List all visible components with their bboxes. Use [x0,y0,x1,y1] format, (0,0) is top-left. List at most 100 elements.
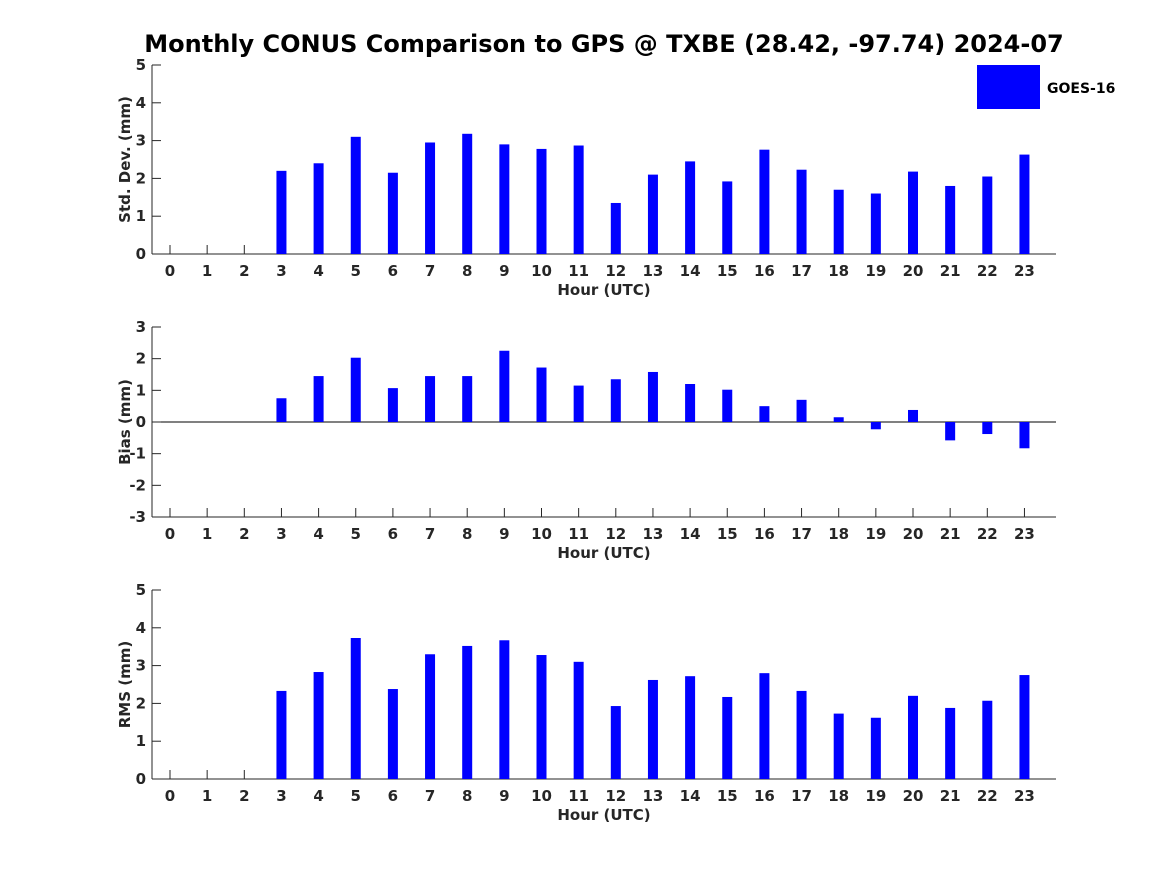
bar-rms-mm-hour-10 [536,655,547,779]
bar-rms-mm-hour-6 [387,689,398,779]
bar-rms-mm-hour-17 [796,690,807,779]
bar-rms-mm-hour-18 [833,713,844,779]
x-tick-label: 12 [605,262,626,280]
x-tick-label: 1 [202,525,212,543]
x-tick-label: 22 [977,787,998,805]
y-tick-label: 5 [136,56,146,74]
bar-bias-mm-hour-14 [685,384,696,422]
bar-bias-mm-hour-19 [870,422,881,430]
bar-bias-mm-hour-21 [945,422,956,441]
bar-bias-mm-hour-17 [796,399,807,422]
x-tick-label: 9 [499,262,509,280]
x-tick-label: 13 [643,525,664,543]
bar-rms-mm-hour-9 [499,640,510,779]
x-tick-label: 7 [425,787,435,805]
y-tick-label: 2 [136,694,146,712]
x-tick-label: 20 [903,525,924,543]
bar-bias-mm-hour-5 [350,357,361,422]
bar-rms-mm-hour-4 [313,672,324,779]
bar-bias-mm-hour-23 [1019,422,1030,449]
x-tick-label: 17 [791,262,812,280]
x-tick-label: 18 [828,262,849,280]
x-tick-label: 14 [680,525,701,543]
bar-std-dev-mm-hour-23 [1019,154,1030,254]
bar-rms-mm-hour-23 [1019,675,1030,779]
x-tick-label: 17 [791,525,812,543]
y-tick-label: 3 [136,318,146,336]
y-tick-label: 0 [136,770,146,788]
x-tick-label: 20 [903,262,924,280]
x-tick-label: 18 [828,787,849,805]
x-tick-label: 15 [717,262,738,280]
y-tick-label: 4 [136,619,146,637]
bar-bias-mm-hour-7 [425,376,436,422]
x-tick-label: 0 [165,787,175,805]
bar-bias-mm-hour-11 [573,385,584,422]
x-tick-label: 12 [605,525,626,543]
x-tick-label: 9 [499,525,509,543]
x-tick-label: 19 [865,525,886,543]
bar-rms-mm-hour-20 [908,695,918,779]
bar-std-dev-mm-hour-20 [908,171,918,254]
x-tick-label: 10 [531,262,552,280]
x-tick-label: 14 [680,262,701,280]
bar-rms-mm-hour-16 [759,673,770,779]
bar-std-dev-mm-hour-11 [573,145,584,254]
bar-std-dev-mm-hour-5 [350,136,361,254]
bar-rms-mm-hour-15 [722,696,733,779]
bar-bias-mm-hour-10 [536,367,547,422]
bar-bias-mm-hour-4 [313,376,324,422]
bar-bias-mm-hour-3 [276,398,287,422]
x-tick-label: 12 [605,787,626,805]
y-tick-label: 1 [136,207,146,225]
x-tick-label: 21 [940,525,961,543]
x-tick-label: 23 [1014,262,1035,280]
bar-bias-mm-hour-9 [499,350,510,422]
bar-bias-mm-hour-18 [833,417,844,422]
x-tick-label: 17 [791,787,812,805]
bar-rms-mm-hour-3 [276,690,287,779]
bar-bias-mm-hour-16 [759,406,770,422]
y-tick-label: 0 [136,245,146,263]
x-tick-label: 16 [754,525,775,543]
x-tick-label: 14 [680,787,701,805]
x-tick-label: 22 [977,262,998,280]
x-tick-label: 22 [977,525,998,543]
x-tick-label: 15 [717,525,738,543]
x-tick-label: 6 [388,787,398,805]
x-tick-label: 21 [940,262,961,280]
bar-rms-mm-hour-19 [870,717,881,779]
bar-std-dev-mm-hour-8 [462,133,473,254]
x-tick-label: 3 [276,525,286,543]
x-axis-label: Hour (UTC) [557,806,650,824]
x-tick-label: 19 [865,787,886,805]
x-tick-label: 13 [643,787,664,805]
bar-rms-mm-hour-21 [945,707,956,779]
x-tick-label: 11 [568,787,589,805]
y-tick-label: 0 [136,413,146,431]
bar-std-dev-mm-hour-18 [833,189,844,254]
chart-title: Monthly CONUS Comparison to GPS @ TXBE (… [144,30,1063,58]
bar-bias-mm-hour-12 [610,379,621,422]
x-tick-label: 5 [351,525,361,543]
y-tick-label: 2 [136,350,146,368]
bar-bias-mm-hour-6 [387,388,398,422]
bar-std-dev-mm-hour-6 [387,172,398,254]
y-tick-label: -3 [129,508,146,526]
y-tick-label: 5 [136,581,146,599]
bar-std-dev-mm-hour-9 [499,144,510,254]
x-tick-label: 0 [165,525,175,543]
bar-rms-mm-hour-11 [573,661,584,779]
x-tick-label: 6 [388,525,398,543]
x-tick-label: 1 [202,787,212,805]
x-tick-label: 1 [202,262,212,280]
bar-bias-mm-hour-20 [908,409,918,422]
bar-std-dev-mm-hour-17 [796,169,807,254]
legend-swatch-goes-16 [977,65,1040,109]
x-tick-label: 11 [568,525,589,543]
bar-std-dev-mm-hour-21 [945,185,956,254]
x-tick-label: 11 [568,262,589,280]
